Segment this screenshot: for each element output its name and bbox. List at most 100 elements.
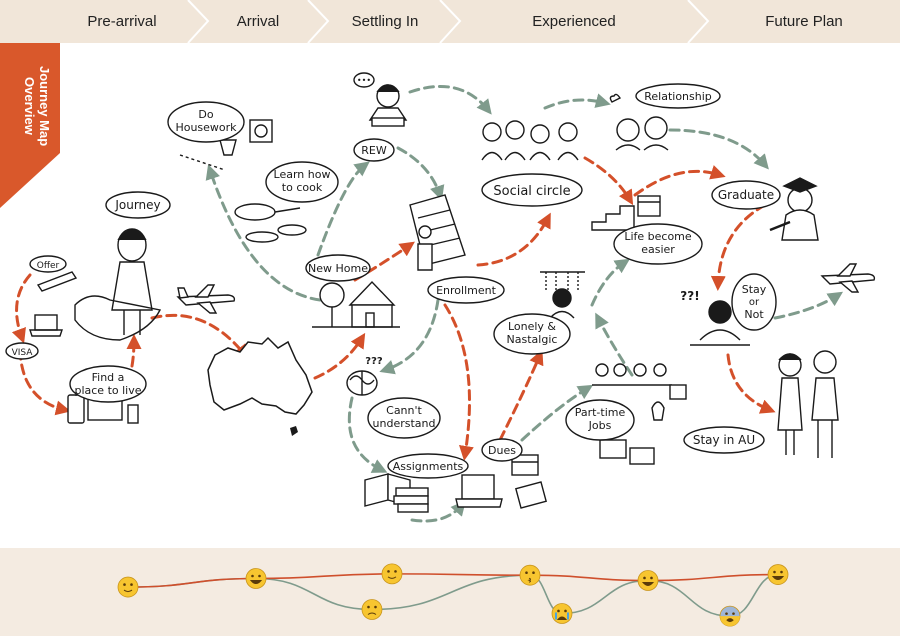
label-dots: •••: [357, 76, 371, 85]
label-cant-understand-line2: understand: [373, 417, 436, 430]
stage-arrival: Arrival: [236, 13, 280, 30]
label-lonely-line1: Lonely &: [508, 320, 556, 333]
overview-corner-tab: [0, 43, 60, 208]
label-question-excl: ??!: [680, 289, 699, 303]
arrow-dues-to-part-time: [520, 384, 594, 442]
books-illustration: [364, 473, 429, 513]
journey-stage-header: [0, 0, 900, 43]
emotion-curve-strip: [0, 548, 900, 636]
australia-map-illustration: [207, 336, 313, 415]
label-relationship: Relationship: [644, 90, 712, 103]
label-stay-in-au: Stay in AU: [693, 433, 755, 447]
frown-emoji: [361, 599, 383, 620]
bubble-part-time: [565, 399, 635, 441]
stage-pre-arrival: Pre-arrival: [87, 13, 157, 30]
header-background: [0, 0, 900, 43]
kissing-emoji: [519, 564, 541, 586]
label-do-housework-line1: Do: [198, 108, 213, 121]
arrow-offer-to-visa: [11, 273, 32, 344]
label-question-marks: ???: [365, 356, 383, 367]
label-stay-or-not-line3: Not: [744, 308, 764, 321]
brain-illustration: [346, 370, 378, 396]
mood-emoji-layer: [117, 563, 789, 627]
bubble-stay-in-au: [683, 426, 765, 454]
bubble-learn-cook: [265, 161, 339, 203]
arrow-assignments-to-dues: [410, 500, 466, 523]
smile-emoji: [381, 563, 403, 585]
stage-future-plan: Future Plan: [765, 13, 843, 30]
stage-divider: [187, 0, 210, 43]
label-graduate: Graduate: [718, 188, 774, 202]
bubble-offer: [29, 255, 67, 273]
housework-illustration: [179, 119, 273, 171]
label-enrollment: Enrollment: [436, 284, 496, 297]
smile-emoji: [117, 576, 139, 598]
journey-map: Offer Journey VISA Find a place to live …: [5, 72, 876, 523]
grin-emoji: [245, 568, 267, 589]
label-do-housework-line2: Housework: [175, 121, 237, 134]
bubble-dots: [353, 72, 375, 88]
arrow-rew-to-social: [408, 84, 492, 115]
label-stay-or-not-line1: Stay: [742, 283, 767, 296]
stage-settling-in: Settling In: [351, 13, 419, 30]
bubble-life-easier: [613, 223, 703, 265]
house-illustration: [312, 280, 400, 328]
student-figure-illustration: [74, 228, 162, 341]
tasmania-illustration: [290, 426, 298, 436]
arrow-enrollment-to-dues: [443, 303, 474, 461]
bubble-graduate: [711, 180, 781, 210]
stage-divider: [687, 0, 710, 43]
arrow-social-to-relationship: [543, 93, 611, 110]
lonely-person-illustration: [540, 271, 585, 319]
arrow-relationship-to-graduate: [668, 128, 769, 170]
label-rew: REW: [361, 144, 387, 157]
bubble-enrollment: [427, 276, 505, 304]
label-find-place-line2: place to live: [74, 384, 141, 397]
lecture-hall-illustration: [409, 194, 466, 271]
job-desk-illustration: [599, 439, 655, 465]
bubble-stay-or-not: [731, 273, 777, 331]
arrow-stay-or-not-to-plane: [773, 291, 844, 320]
arrow-journey-to-australia: [150, 313, 249, 360]
bubble-cant-understand: [367, 397, 441, 439]
sob-emoji: [551, 603, 573, 624]
label-offer: Offer: [37, 261, 60, 271]
arrow-new-home-to-housework: [205, 164, 322, 302]
corner-tab-shape: [0, 43, 60, 208]
bubble-social-circle: [481, 173, 583, 207]
desk-computer-illustration: [455, 454, 548, 509]
bubble-lonely: [493, 313, 571, 355]
arrow-enrollment-to-social: [476, 212, 551, 267]
bubble-dues: [481, 438, 523, 462]
airplane-icon: [176, 284, 236, 314]
label-part-time-line2: Jobs: [588, 419, 612, 432]
label-cant-understand-line1: Cann't: [386, 404, 422, 417]
devices-illustration: [29, 314, 139, 424]
label-new-home: New Home: [308, 262, 368, 275]
label-lonely-line2: Nastalgic: [507, 333, 558, 346]
label-life-easier-line1: Life become: [624, 230, 692, 243]
stairs-calendar-illustration: [591, 195, 661, 231]
bubble-do-housework: [167, 101, 245, 143]
bubble-find-place: [69, 365, 147, 403]
label-learn-cook-line1: Learn how: [274, 168, 331, 181]
label-life-easier-line2: easier: [641, 243, 675, 256]
fearful-emoji: [719, 605, 741, 627]
label-stay-or-not-line2: or: [749, 297, 760, 308]
label-visa: VISA: [12, 348, 34, 358]
label-learn-cook-line2: to cook: [282, 181, 323, 194]
stage-divider: [307, 0, 330, 43]
workers-row-illustration: [592, 363, 687, 421]
mood-line-upper: [127, 573, 779, 588]
thinking-person-illustration: [690, 300, 750, 346]
arrow-new-home-to-rew: [316, 161, 370, 257]
arrow-australia-to-new-home: [313, 332, 366, 380]
bubble-rew: [353, 138, 395, 162]
bubble-journey: [105, 191, 171, 219]
social-group-illustration: [481, 120, 579, 161]
laugh-emoji: [767, 564, 789, 585]
stage-divider: [439, 0, 462, 43]
arrow-dues-to-lonely: [498, 349, 544, 442]
stage-experienced: Experienced: [532, 13, 616, 30]
offer-scroll-illustration: [36, 271, 78, 292]
